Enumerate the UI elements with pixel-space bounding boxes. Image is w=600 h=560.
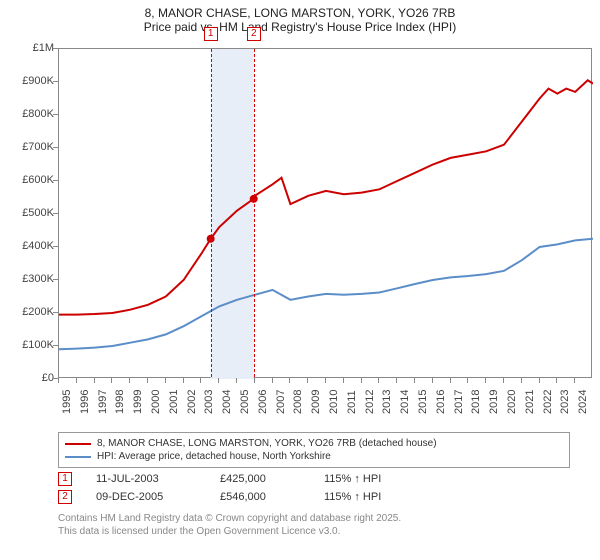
x-axis-label: 2022 [542, 390, 554, 414]
y-axis-label: £600K [22, 174, 54, 186]
sale-row: 1 11-JUL-2003 £425,000 115% ↑ HPI [58, 472, 570, 486]
x-axis-label: 2002 [186, 390, 198, 414]
legend-swatch [65, 456, 91, 458]
sale-marker-box: 1 [58, 472, 72, 486]
series-property [59, 80, 593, 314]
x-axis-label: 2015 [417, 390, 429, 414]
chart-container: 8, MANOR CHASE, LONG MARSTON, YORK, YO26… [0, 0, 600, 560]
marker-box-2: 2 [247, 27, 261, 41]
x-axis-label: 2012 [364, 390, 376, 414]
y-axis-label: £200K [22, 306, 54, 318]
x-axis-label: 1998 [114, 390, 126, 414]
x-axis-label: 2008 [292, 390, 304, 414]
y-axis-label: £300K [22, 273, 54, 285]
y-axis-label: £100K [22, 339, 54, 351]
sale-hpi: 115% ↑ HPI [324, 473, 424, 485]
title-address: 8, MANOR CHASE, LONG MARSTON, YORK, YO26… [0, 6, 600, 20]
chart-area: 12 £0£100K£200K£300K£400K£500K£600K£700K… [30, 38, 596, 428]
legend-row: 8, MANOR CHASE, LONG MARSTON, YORK, YO26… [65, 437, 563, 450]
x-axis-label: 2023 [559, 390, 571, 414]
y-axis-label: £400K [22, 240, 54, 252]
footer-line-1: Contains HM Land Registry data © Crown c… [58, 512, 570, 525]
legend-row: HPI: Average price, detached house, Nort… [65, 450, 563, 463]
footer: Contains HM Land Registry data © Crown c… [58, 512, 570, 538]
sale-price: £546,000 [220, 491, 300, 503]
y-axis-label: £900K [22, 75, 54, 87]
legend-label: HPI: Average price, detached house, Nort… [97, 451, 331, 462]
x-axis-label: 1999 [132, 390, 144, 414]
x-axis-label: 2007 [275, 390, 287, 414]
legend-swatch [65, 443, 91, 445]
x-axis-label: 2020 [506, 390, 518, 414]
sale-date: 09-DEC-2005 [96, 491, 196, 503]
sale-marker-box: 2 [58, 490, 72, 504]
sale-price: £425,000 [220, 473, 300, 485]
x-axis-label: 2021 [524, 390, 536, 414]
legend: 8, MANOR CHASE, LONG MARSTON, YORK, YO26… [58, 432, 570, 468]
x-axis-label: 2004 [221, 390, 233, 414]
x-axis-label: 1996 [79, 390, 91, 414]
marker-line-2 [254, 49, 255, 377]
y-axis-label: £700K [22, 141, 54, 153]
x-axis-label: 2003 [203, 390, 215, 414]
x-axis-label: 2010 [328, 390, 340, 414]
x-axis-label: 2013 [381, 390, 393, 414]
plot-svg [59, 49, 593, 379]
x-axis-label: 2001 [168, 390, 180, 414]
x-axis-label: 2024 [577, 390, 589, 414]
title-block: 8, MANOR CHASE, LONG MARSTON, YORK, YO26… [0, 0, 600, 38]
title-subtitle: Price paid vs. HM Land Registry's House … [0, 20, 600, 34]
x-axis-label: 1995 [61, 390, 73, 414]
x-axis-label: 2006 [257, 390, 269, 414]
sale-hpi: 115% ↑ HPI [324, 491, 424, 503]
x-axis-label: 1997 [97, 390, 109, 414]
legend-label: 8, MANOR CHASE, LONG MARSTON, YORK, YO26… [97, 438, 437, 449]
x-axis-label: 2011 [346, 390, 358, 414]
y-axis-label: £500K [22, 207, 54, 219]
footer-line-2: This data is licensed under the Open Gov… [58, 525, 570, 538]
y-axis-label: £800K [22, 108, 54, 120]
marker-line-1 [211, 49, 212, 377]
x-axis-label: 2014 [399, 390, 411, 414]
x-axis-label: 2017 [453, 390, 465, 414]
y-axis-label: £1M [33, 42, 54, 54]
x-axis-label: 2018 [470, 390, 482, 414]
x-axis-label: 2016 [435, 390, 447, 414]
x-axis-label: 2000 [150, 390, 162, 414]
plot-region: 12 [58, 48, 592, 378]
marker-box-1: 1 [204, 27, 218, 41]
sale-row: 2 09-DEC-2005 £546,000 115% ↑ HPI [58, 490, 570, 504]
x-axis-label: 2019 [488, 390, 500, 414]
x-axis-label: 2009 [310, 390, 322, 414]
x-axis-label: 2005 [239, 390, 251, 414]
sale-date: 11-JUL-2003 [96, 473, 196, 485]
series-hpi [59, 239, 593, 349]
